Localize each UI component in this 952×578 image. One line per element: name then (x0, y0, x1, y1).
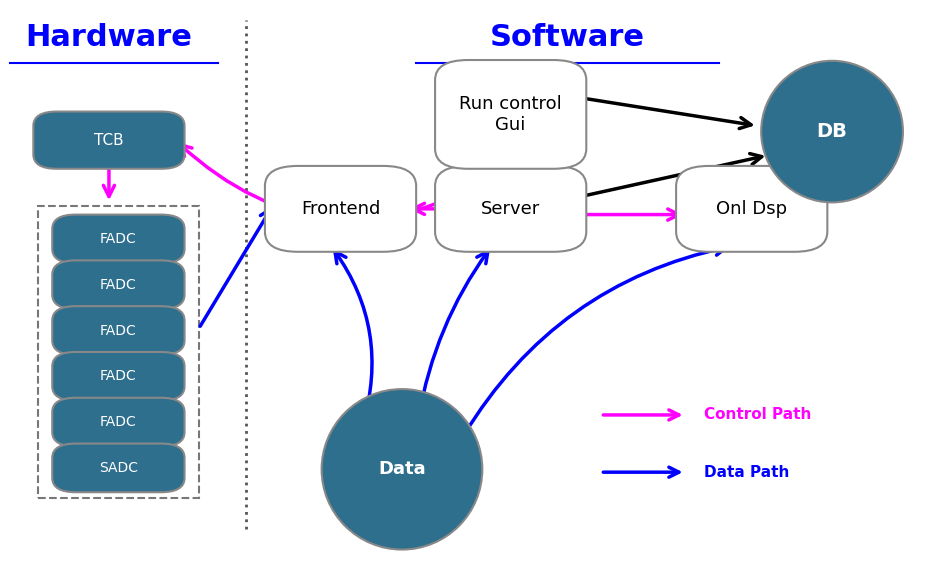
FancyArrowPatch shape (200, 209, 270, 326)
FancyBboxPatch shape (265, 166, 416, 252)
FancyArrowPatch shape (579, 209, 678, 220)
Ellipse shape (321, 389, 482, 550)
Text: Control Path: Control Path (704, 407, 811, 423)
FancyBboxPatch shape (52, 260, 185, 309)
Ellipse shape (761, 61, 902, 202)
Text: Data: Data (378, 460, 426, 479)
Text: FADC: FADC (100, 415, 137, 429)
Text: Run control
Gui: Run control Gui (459, 95, 562, 134)
FancyBboxPatch shape (435, 166, 585, 252)
Text: Data Path: Data Path (704, 465, 789, 480)
FancyBboxPatch shape (52, 352, 185, 401)
Text: Server: Server (481, 200, 540, 218)
Text: FADC: FADC (100, 369, 137, 383)
Text: Onl Dsp: Onl Dsp (715, 200, 786, 218)
FancyBboxPatch shape (52, 306, 185, 355)
Bar (38, 206, 199, 498)
FancyArrowPatch shape (418, 251, 487, 418)
FancyArrowPatch shape (103, 166, 114, 197)
Text: Software: Software (489, 23, 645, 51)
FancyArrowPatch shape (334, 251, 371, 425)
Text: TCB: TCB (94, 133, 124, 147)
Text: FADC: FADC (100, 277, 137, 292)
FancyBboxPatch shape (33, 112, 185, 169)
FancyBboxPatch shape (435, 60, 585, 169)
Text: SADC: SADC (99, 461, 138, 475)
Text: Frontend: Frontend (301, 200, 380, 218)
FancyArrowPatch shape (505, 154, 516, 166)
FancyArrowPatch shape (464, 244, 725, 435)
FancyBboxPatch shape (52, 214, 185, 263)
Text: FADC: FADC (100, 324, 137, 338)
Text: Hardware: Hardware (26, 23, 192, 51)
FancyArrowPatch shape (603, 467, 678, 477)
FancyArrowPatch shape (180, 144, 498, 220)
FancyBboxPatch shape (52, 398, 185, 446)
FancyArrowPatch shape (579, 98, 750, 128)
FancyBboxPatch shape (52, 443, 185, 492)
FancyArrowPatch shape (603, 410, 678, 420)
Text: DB: DB (816, 122, 846, 141)
Text: FADC: FADC (100, 232, 137, 246)
FancyArrowPatch shape (413, 203, 442, 214)
FancyBboxPatch shape (675, 166, 826, 252)
FancyArrowPatch shape (579, 154, 761, 197)
